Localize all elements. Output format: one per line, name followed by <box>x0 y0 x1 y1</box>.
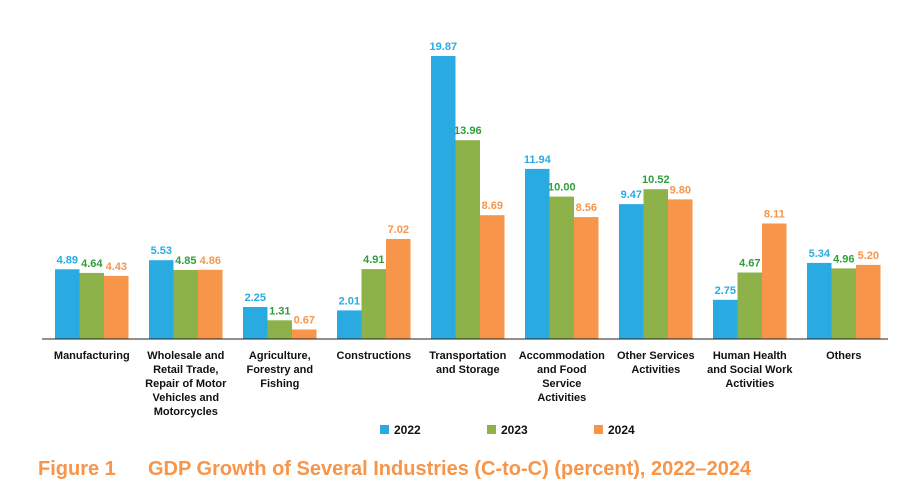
bar-chart: 4.89 4.64 4.43 5.534.85 4.86 2.251.31 0.67 2.01… <box>42 41 888 437</box>
value-label-2023-1: 4.85 <box>175 255 196 267</box>
value-label-2024-8: 5.20 <box>858 250 879 262</box>
value-label-2022-4: 19.87 <box>430 41 458 53</box>
value-label-2023-0: 4.64 <box>81 258 103 270</box>
value-labels-group: 4.89 4.64 4.43 5.534.85 4.86 2.251.31 0.67 2.01… <box>57 41 879 327</box>
category-label-4: Transportation and Storage <box>429 350 506 376</box>
value-label-2023-2: 1.31 <box>269 305 290 317</box>
legend-label-2024: 2024 <box>608 423 635 437</box>
value-label-2024-6: 9.80 <box>670 184 691 196</box>
legend-label-2022: 2022 <box>394 423 421 437</box>
value-label-2022-5: 11.94 <box>524 154 552 166</box>
category-label-0: Manufacturing <box>54 350 130 362</box>
bar-2022-8 <box>807 262 832 339</box>
bar-2022-2 <box>243 307 268 339</box>
value-label-2024-0: 4.43 <box>106 261 127 273</box>
bar-2023-7 <box>737 272 762 339</box>
bar-2024-0 <box>104 275 129 339</box>
bar-2024-6 <box>668 199 693 339</box>
value-label-2023-5: 10.00 <box>548 182 576 194</box>
bar-2023-0 <box>79 272 104 339</box>
bar-2022-0 <box>55 269 80 339</box>
figure-number: Figure 1 <box>38 458 116 480</box>
bar-2022-3 <box>337 310 362 339</box>
bar-2023-4 <box>455 140 480 339</box>
legend-swatch-2023 <box>487 425 496 434</box>
bar-2024-2 <box>292 329 317 339</box>
bars-group <box>55 56 881 339</box>
bar-2022-6 <box>619 204 644 339</box>
value-label-2022-1: 5.53 <box>151 245 172 257</box>
bar-2024-8 <box>856 264 881 339</box>
category-label-3: Constructions <box>337 350 412 362</box>
value-label-2022-3: 2.01 <box>339 295 360 307</box>
figure-title: GDP Growth of Several Industries (C-to-C… <box>148 458 752 480</box>
legend-swatch-2024 <box>594 425 603 434</box>
category-label-6: Other Services Activities <box>617 350 695 376</box>
bar-2023-1 <box>173 269 198 339</box>
bar-2023-5 <box>549 196 574 339</box>
bar-2024-7 <box>762 223 787 339</box>
figure-caption: Figure 1 GDP Growth of Several Industries… <box>38 458 751 481</box>
bar-2024-5 <box>574 217 599 339</box>
category-label-7: Human Health and Social Work Activities <box>707 350 793 390</box>
value-label-2023-3: 4.91 <box>363 254 384 266</box>
value-label-2022-6: 9.47 <box>621 189 642 201</box>
bar-2023-3 <box>361 269 386 339</box>
value-label-2022-8: 5.34 <box>809 248 831 260</box>
bar-2024-4 <box>480 215 505 339</box>
value-label-2024-2: 0.67 <box>294 315 315 327</box>
value-label-2024-3: 7.02 <box>388 224 409 236</box>
legend: 2022 2023 2024 <box>380 423 635 437</box>
value-label-2023-7: 4.67 <box>739 258 760 270</box>
value-label-2022-7: 2.75 <box>715 285 736 297</box>
category-label-8: Others <box>826 350 861 362</box>
category-label-2: Agriculture, Forestry and Fishing <box>246 350 313 390</box>
value-label-2023-4: 13.96 <box>454 125 482 137</box>
bar-2024-1 <box>198 269 223 339</box>
legend-swatch-2022 <box>380 425 389 434</box>
category-label-1: Wholesale and Retail Trade, Repair of Moto… <box>145 350 227 418</box>
value-label-2024-5: 8.56 <box>576 202 597 214</box>
bar-2023-8 <box>831 268 856 339</box>
value-label-2023-6: 10.52 <box>642 174 670 186</box>
bar-2022-1 <box>149 260 174 339</box>
bar-2024-3 <box>386 239 411 339</box>
value-label-2023-8: 4.96 <box>833 253 854 265</box>
bar-2022-7 <box>713 299 738 339</box>
value-label-2022-2: 2.25 <box>245 292 266 304</box>
bar-2023-2 <box>267 320 292 339</box>
bar-2023-6 <box>643 189 668 339</box>
value-label-2024-1: 4.86 <box>200 255 221 267</box>
category-labels-group: Manufacturing Wholesale and Retail Trade, R… <box>54 350 862 418</box>
legend-label-2023: 2023 <box>501 423 528 437</box>
bar-2022-4 <box>431 56 456 339</box>
category-label-5: Accommodation and Food Service Activities <box>519 350 605 404</box>
value-label-2024-7: 8.11 <box>764 209 785 221</box>
bar-2022-5 <box>525 168 550 339</box>
value-label-2022-0: 4.89 <box>57 254 78 266</box>
value-label-2024-4: 8.69 <box>482 200 503 212</box>
